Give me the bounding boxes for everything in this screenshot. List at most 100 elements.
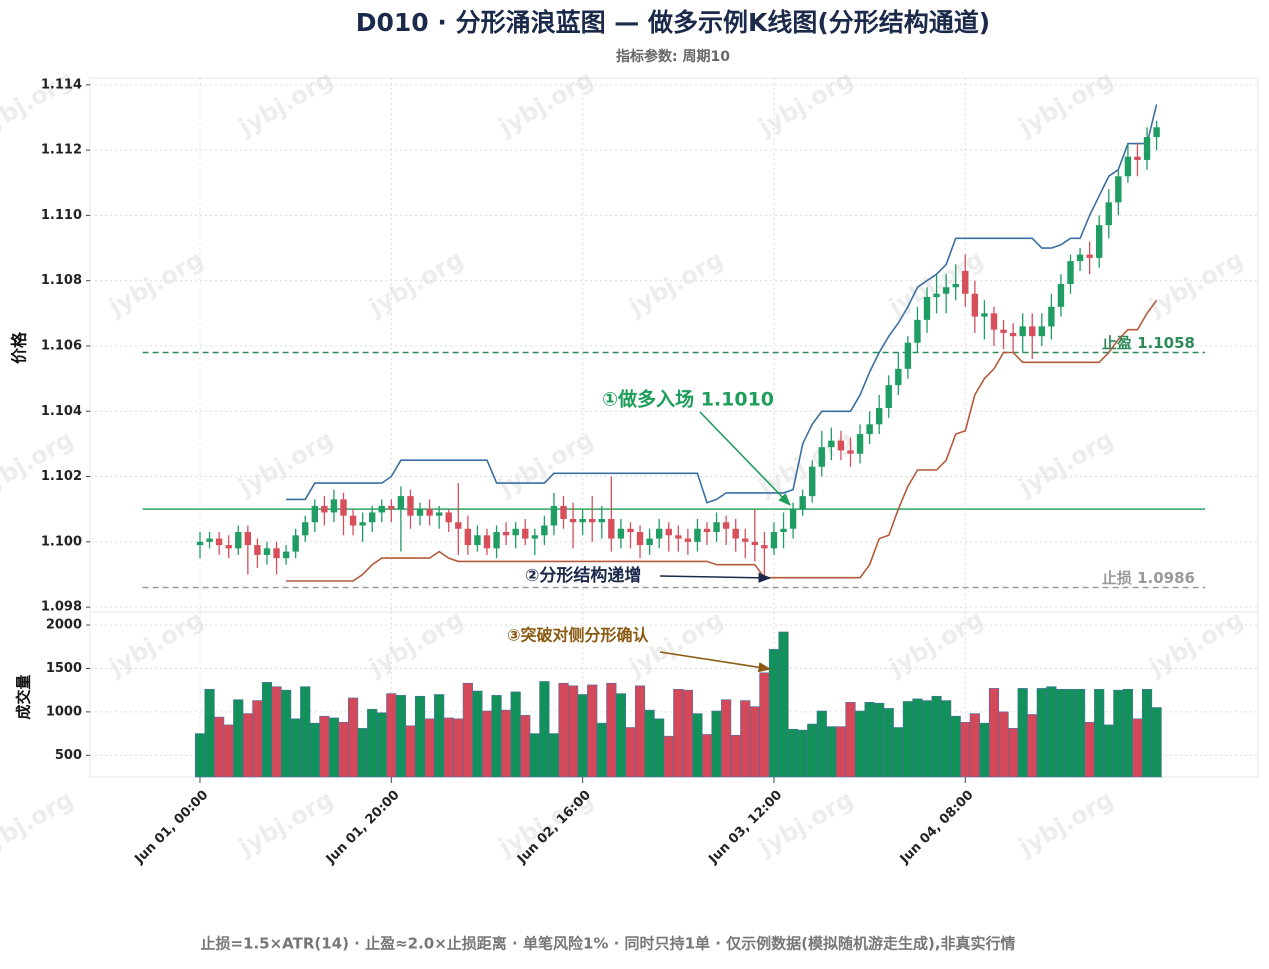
annotation-arrow	[659, 651, 772, 673]
volume-bar	[730, 735, 741, 778]
candle-body	[1134, 156, 1141, 160]
candle-body	[426, 509, 433, 516]
candle-body	[397, 496, 405, 510]
candle-body	[770, 532, 778, 549]
y-tick-label: 1500	[46, 661, 82, 676]
candle-body	[464, 528, 472, 546]
volume-bar	[223, 724, 234, 778]
candle-body	[474, 535, 481, 546]
volume-bar	[807, 723, 818, 778]
volume-bar	[481, 710, 493, 778]
volume-bar	[271, 686, 282, 778]
candle-body	[990, 313, 998, 330]
volume-bar	[472, 690, 483, 778]
candle-body	[780, 528, 787, 533]
watermark: jybj.org	[1013, 425, 1118, 502]
candle-body	[875, 407, 883, 425]
candle-body	[933, 293, 940, 298]
annotation-arrow	[699, 411, 791, 506]
watermark: jybj.org	[233, 425, 338, 502]
volume-bar	[242, 713, 253, 778]
candle-body	[1019, 326, 1026, 337]
volume-bar	[759, 672, 770, 778]
candle-body	[560, 505, 567, 519]
volume-bar	[740, 700, 751, 778]
candle-body	[981, 313, 988, 317]
volume-axis-label: 成交量	[15, 674, 33, 719]
candle-body	[761, 545, 768, 549]
volume-bar	[883, 708, 894, 778]
candle-body	[914, 319, 921, 343]
channel-line	[286, 299, 1158, 582]
volume-bar	[558, 682, 569, 778]
candle-body	[904, 342, 912, 369]
candle-body	[1105, 202, 1112, 226]
volume-bar	[778, 631, 789, 778]
volume-bar	[395, 695, 406, 778]
candle-body	[1057, 283, 1065, 307]
candle-body	[703, 528, 711, 533]
candle-body	[455, 522, 462, 529]
candle-body	[569, 518, 577, 523]
candle-body	[1096, 225, 1103, 258]
volume-bar	[386, 693, 397, 778]
volume-bar	[1094, 688, 1105, 778]
volume-bar	[510, 691, 521, 778]
candle-body	[292, 535, 299, 552]
candle-body	[321, 505, 328, 513]
y-tick-label: 1.102	[41, 469, 82, 484]
candle-body	[1000, 329, 1007, 333]
candle-body	[847, 450, 854, 454]
candle-body	[655, 528, 663, 539]
volume-bar	[587, 684, 598, 778]
candle-body	[942, 287, 950, 294]
volume-bar	[214, 716, 225, 778]
volume-bar	[548, 733, 560, 778]
volume-bar	[1074, 688, 1086, 778]
volume-bar	[673, 688, 684, 778]
candle-body	[349, 515, 357, 526]
volume-bar	[1046, 686, 1057, 778]
x-tick-label: Jun 01, 00:00	[132, 788, 212, 868]
volume-bar	[1017, 688, 1028, 778]
candle-body	[522, 528, 529, 539]
candle-body	[378, 505, 385, 513]
volume-bar	[434, 694, 445, 778]
annotation: ②分形结构递增	[525, 565, 641, 586]
y-tick-label: 1.112	[41, 143, 82, 158]
volume-bar	[721, 699, 732, 778]
candle-body	[627, 528, 634, 533]
volume-bar	[644, 709, 655, 778]
volume-bar	[749, 706, 760, 778]
candle-body	[837, 440, 845, 451]
volume-bar	[625, 727, 636, 778]
candle-body	[196, 541, 204, 546]
volume-bar	[281, 689, 292, 778]
candle-body	[856, 434, 864, 454]
candle-body	[962, 270, 969, 294]
candle-body	[359, 522, 366, 526]
volume-bar	[443, 717, 454, 778]
volume-bar	[204, 688, 215, 778]
volume-bar	[520, 715, 531, 778]
candle-body	[742, 538, 749, 542]
volume-bar	[893, 727, 904, 778]
volume-bar	[1103, 724, 1114, 778]
volume-bar	[960, 721, 971, 778]
volume-bar	[835, 726, 847, 778]
volume-bar	[606, 682, 617, 778]
candle-body	[866, 424, 873, 435]
chart-subtitle: 指标参数: 周期10	[616, 48, 730, 65]
candle-body	[445, 512, 452, 523]
volume-bar	[701, 734, 713, 778]
volume-bar	[1027, 714, 1038, 778]
volume-bar	[654, 718, 665, 778]
candle-body	[215, 538, 223, 546]
volume-bar	[529, 733, 540, 778]
candle-body	[799, 496, 806, 510]
volume-bar	[300, 686, 311, 778]
volume-bar	[979, 722, 990, 778]
y-tick-label: 500	[55, 748, 82, 763]
